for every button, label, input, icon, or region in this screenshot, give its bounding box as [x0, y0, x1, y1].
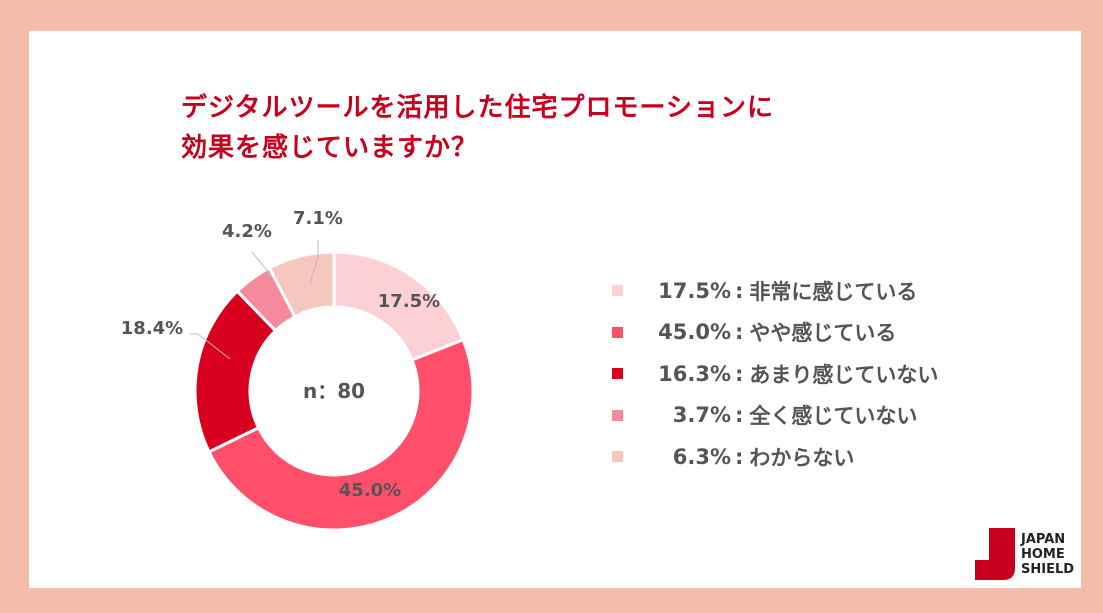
legend-item: 45.0%: やや感じている	[612, 312, 938, 354]
legend-swatch	[612, 368, 623, 380]
legend-item: 6.3%: わからない	[612, 436, 938, 478]
legend-separator: :	[735, 278, 744, 303]
legend-percent: 17.5%	[658, 278, 731, 303]
logo-j-mark-icon	[975, 528, 1015, 580]
legend-item: 17.5%: 非常に感じている	[612, 270, 938, 312]
legend-percent: 16.3%	[658, 361, 731, 386]
legend-separator: :	[735, 403, 744, 428]
logo-text-line-2: HOME	[1021, 546, 1065, 562]
chart-legend: 17.5%: 非常に感じている 45.0%: やや感じている 16.3%: あまり感じてい…	[612, 270, 938, 478]
leader-line	[251, 251, 273, 279]
legend-label: 非常に感じている	[749, 279, 918, 304]
legend-swatch	[612, 409, 623, 421]
data-label: 7.1%	[293, 208, 343, 229]
data-label: 18.4%	[121, 318, 183, 339]
donut-slice	[267, 250, 336, 319]
legend-percent: 45.0%	[658, 320, 731, 345]
legend-swatch	[612, 451, 623, 463]
chart-card	[29, 31, 1081, 588]
legend-separator: :	[735, 320, 744, 345]
leader-line	[190, 333, 231, 360]
legend-separator: :	[735, 361, 744, 386]
legend-percent: 3.7%	[672, 403, 731, 428]
data-label: 4.2%	[222, 221, 272, 242]
legend-swatch	[612, 326, 623, 338]
donut-slice	[207, 337, 475, 532]
legend-label: あまり感じていない	[749, 362, 939, 387]
data-label: 45.0%	[339, 480, 401, 501]
legend-label: やや感じている	[749, 321, 897, 346]
logo-text: JAPAN HOME SHIELD	[1021, 532, 1074, 577]
title-line-2: 効果を感じていますか？	[181, 133, 479, 163]
legend-label: 全く感じていない	[749, 404, 918, 429]
chart-title: デジタルツールを活用した住宅プロモーションに 効果を感じていますか？	[181, 88, 774, 168]
legend-separator: :	[735, 444, 744, 469]
japan-home-shield-logo: JAPAN HOME SHIELD	[975, 528, 1074, 580]
center-label: n：80	[303, 379, 365, 403]
legend-percent: 6.3%	[672, 444, 731, 469]
title-line-1: デジタルツールを活用した住宅プロモーションに	[181, 93, 774, 123]
data-label: 17.5%	[378, 291, 440, 312]
logo-text-line-1: JAPAN	[1021, 531, 1066, 547]
legend-item: 3.7%: 全く感じていない	[612, 395, 938, 437]
logo-text-line-3: SHIELD	[1021, 561, 1075, 577]
legend-item: 16.3%: あまり感じていない	[612, 353, 938, 395]
legend-swatch	[612, 285, 623, 297]
legend-label: わからない	[749, 445, 855, 470]
leader-line	[309, 240, 319, 285]
